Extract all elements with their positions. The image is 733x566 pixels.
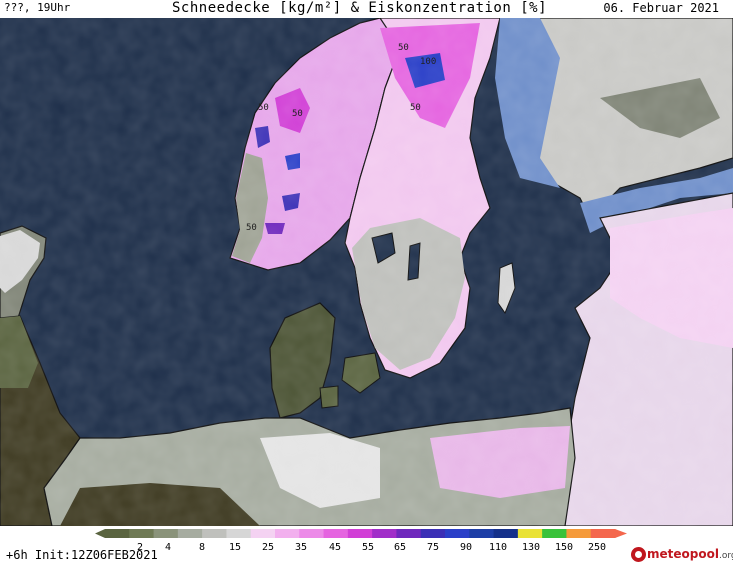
init-time-label: +6h Init:12Z06FEB2021 — [6, 548, 158, 562]
colorbar-segment — [299, 529, 325, 538]
header-bar: ???, 19Uhr Schneedecke [kg/m²] & Eiskonz… — [0, 0, 733, 18]
colorbar-segment — [129, 529, 155, 538]
colorbar-segment — [105, 529, 130, 538]
colorbar: 2 4 8 15 25 35 45 55 65 75 90 110 130 150 250 — [95, 529, 627, 552]
colorbar-tick-label: 35 — [295, 542, 307, 552]
colorbar-tick-label: 25 — [262, 542, 274, 552]
colorbar-segment — [445, 529, 470, 538]
map-date: 06. Februar 2021 — [603, 1, 719, 15]
contour-label: 50 — [246, 223, 257, 233]
colorbar-segment — [590, 529, 616, 538]
colorbar-segment — [469, 529, 495, 538]
colorbar-tick-label: 90 — [460, 542, 472, 552]
colorbar-tick-label: 15 — [229, 542, 241, 552]
colorbar-segment — [542, 529, 567, 538]
colorbar-segment — [250, 529, 276, 538]
colorbar-tick-label: 150 — [555, 542, 573, 552]
colorbar-segment — [566, 529, 592, 538]
colorbar-tick-label: 110 — [489, 542, 507, 552]
colorbar-segment — [420, 529, 446, 538]
colorbar-segment — [396, 529, 422, 538]
colorbar-segment — [493, 529, 519, 538]
colorbar-tick-label: 65 — [394, 542, 406, 552]
colorbar-segment — [153, 529, 179, 538]
contour-label: 50 — [258, 103, 269, 113]
snow-poland-pink — [430, 426, 570, 498]
colorbar-segment — [226, 529, 252, 538]
logo-tld: .org — [718, 551, 733, 561]
colorbar-tick-label: 4 — [165, 542, 171, 552]
colorbar-tick-label: 45 — [329, 542, 341, 552]
colorbar-segment — [372, 529, 397, 538]
colorbar-segment — [517, 529, 543, 538]
snow-ice-map: 50 50 50 100 50 50 — [0, 18, 733, 526]
colorbar-segment — [275, 529, 300, 538]
contour-label: 50 — [410, 103, 421, 113]
contour-label: 100 — [420, 57, 436, 67]
meteopool-logo[interactable]: meteopool.org — [630, 546, 733, 564]
colorbar-segment — [202, 529, 227, 538]
meteopool-logo-icon — [631, 547, 646, 562]
lake-vattern — [407, 242, 421, 281]
colorbar-arrow-right — [615, 529, 627, 538]
footer-bar: 2 4 8 15 25 35 45 55 65 75 90 110 130 150 250 +6h Init… — [0, 526, 733, 566]
colorbar-tick-label: 2 — [137, 542, 143, 552]
colorbar-tick-label: 8 — [199, 542, 205, 552]
land-funen — [319, 385, 339, 409]
colorbar-tick-label: 75 — [427, 542, 439, 552]
colorbar-segment — [347, 529, 373, 538]
colorbar-tick-label: 130 — [522, 542, 540, 552]
map-title: Schneedecke [kg/m²] & Eiskonzentration [… — [172, 0, 548, 16]
logo-brand: meteopool — [647, 547, 719, 561]
colorbar-segment — [177, 529, 203, 538]
colorbar-arrow-left — [95, 529, 105, 538]
valid-time-label: ???, 19Uhr — [4, 1, 71, 14]
colorbar-tick-label: 55 — [362, 542, 374, 552]
contour-label: 50 — [398, 43, 409, 53]
snow-norway-heavy-4 — [265, 223, 285, 234]
contour-label: 50 — [292, 109, 303, 119]
colorbar-tick-label: 250 — [588, 542, 606, 552]
colorbar-segment — [323, 529, 349, 538]
